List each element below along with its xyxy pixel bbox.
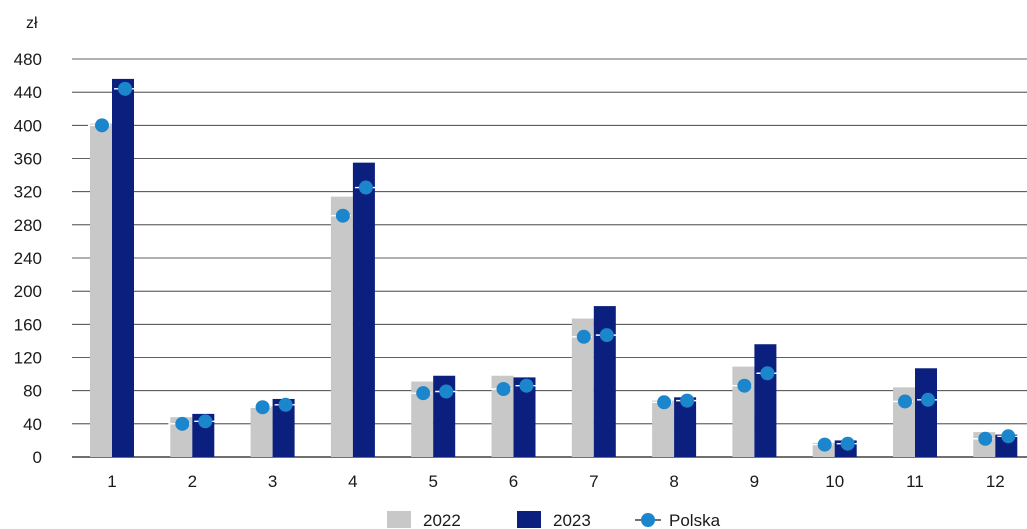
polska-marker-2023 [358,180,373,195]
bars [90,78,1018,458]
x-tick-label: 10 [825,472,844,491]
bar-2022 [491,375,514,457]
y-tick-label: 280 [14,216,42,235]
bar-2023 [674,397,697,457]
bar-2023 [272,398,295,457]
x-tick-label: 8 [669,472,678,491]
bar-2022 [411,381,434,457]
y-tick-label: 200 [14,282,42,301]
polska-marker-2023 [118,81,132,96]
polska-marker-2023 [1001,429,1016,444]
x-tick-label: 11 [906,472,924,491]
polska-marker-2022 [898,394,912,409]
legend-polska-marker-icon [641,513,655,527]
polska-marker-2022 [335,208,350,223]
gridlines [72,58,1027,458]
polska-marker-2022 [175,416,190,431]
bar-2022 [571,318,594,457]
polska-marker-2022 [978,431,993,446]
polska-marker-2022 [657,395,672,410]
y-tick-label: 400 [14,116,42,135]
legend-label-2023: 2023 [553,511,591,529]
x-tick-label: 5 [428,472,437,491]
polska-marker-2023 [439,384,454,399]
bar-2023 [754,344,777,457]
legend-swatch-2022 [387,511,411,528]
bar-2023 [593,306,616,457]
bar-2022 [90,123,112,458]
y-tick-label: 40 [23,415,42,434]
y-tick-label: 360 [14,150,42,169]
polska-marker-2023 [278,397,293,412]
x-tick-label: 9 [750,472,759,491]
x-tick-label: 3 [268,472,277,491]
y-tick-label: 0 [33,448,42,467]
x-tick-label: 2 [188,472,197,491]
x-tick-label: 6 [509,472,518,491]
y-tick-label: 160 [14,315,42,334]
y-tick-label: 320 [14,183,42,202]
bar-2023 [513,377,536,457]
polska-marker-2022 [496,382,511,397]
bar-2023 [352,162,375,458]
polska-marker-2023 [760,366,775,381]
x-tick-labels: 1 2 3 4 5 6 7 8 9 10 11 12 [107,472,1004,491]
polska-marker-2023 [198,414,213,429]
bar-2022 [330,196,353,457]
polska-marker-2022 [576,329,591,344]
polska-marker-2022 [255,400,270,415]
bar-2022 [652,400,675,457]
bar-2023 [915,368,937,457]
x-tick-label: 7 [589,472,598,491]
polska-marker-2022 [95,118,109,133]
polska-markers [88,81,1020,452]
y-tick-labels: 0 40 80 120 160 200 240 280 320 360 400 440 480 [14,50,42,467]
y-tick-label: 440 [14,83,42,102]
polska-marker-2022 [416,386,431,401]
legend-label-2022: 2022 [423,511,461,529]
x-tick-label: 12 [986,472,1005,491]
legend-label-polska: Polska [669,511,721,529]
legend-swatch-2023 [517,511,541,528]
polska-marker-2023 [519,378,534,393]
y-tick-label: 240 [14,249,42,268]
polska-marker-2023 [921,392,935,407]
legend: 2022 2023 Polska [387,511,721,529]
polska-marker-2022 [737,378,752,393]
y-tick-label: 120 [14,349,42,368]
x-tick-label: 4 [348,472,357,491]
x-tick-label: 1 [107,472,116,491]
y-tick-label: 480 [14,50,42,69]
y-tick-label: 80 [23,382,42,401]
bar-2023 [112,78,134,458]
polska-marker-2023 [599,328,614,343]
polska-marker-2022 [817,437,832,452]
bar-2022 [250,406,273,457]
polska-marker-2023 [840,436,855,451]
polska-marker-2023 [680,393,695,408]
y-unit-label: zł [26,15,38,32]
